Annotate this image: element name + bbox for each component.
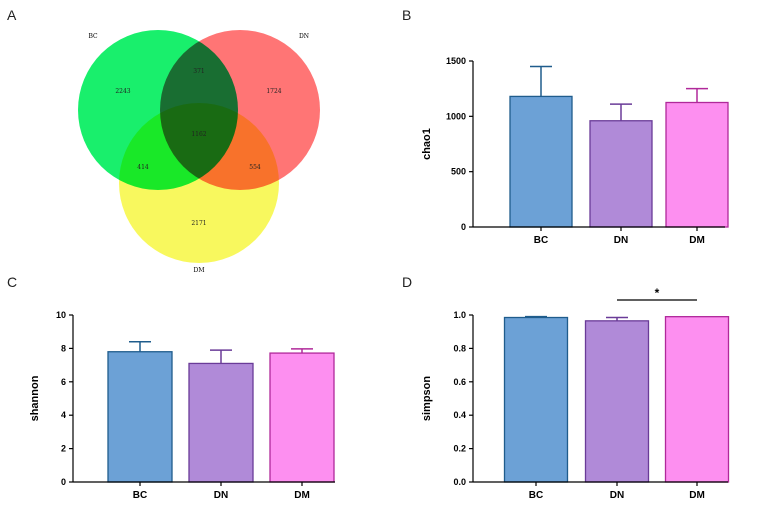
x-tick-label-dm: DM	[689, 235, 705, 246]
bar-chart-chao1: BC DN DM 0 500 1000 1500 chao1	[421, 56, 729, 246]
venn-set-label-dn: DN	[299, 33, 309, 40]
y-tick-label: 1500	[446, 56, 466, 66]
venn-count-dn-dm: 554	[249, 164, 261, 171]
x-tick-label-dn: DN	[614, 235, 628, 246]
x-tick-label-dm: DM	[689, 490, 705, 501]
y-tick-label: 2	[61, 444, 66, 454]
bar-bc	[509, 95, 573, 228]
y-tick-label: 0.6	[453, 377, 466, 387]
bar-bc	[503, 316, 569, 483]
y-tick-label: 8	[61, 343, 66, 353]
y-tick-label: 6	[61, 377, 66, 387]
venn-count-dm-only: 2171	[191, 220, 206, 227]
venn-count-bc-only: 2243	[115, 88, 130, 95]
y-tick-label: 10	[56, 310, 66, 320]
x-tick-label-dn: DN	[214, 490, 228, 501]
y-axis-label: simpson	[421, 376, 433, 422]
bar-dn	[188, 362, 254, 483]
y-tick-label: 4	[61, 410, 66, 420]
significance-label: *	[655, 286, 660, 300]
y-tick-label: 1000	[446, 111, 466, 121]
venn-circle-dm	[119, 103, 279, 263]
y-tick-label: 0.2	[453, 444, 466, 454]
bar-chart-simpson: BC DN DM 0.0 0.2 0.4 0.6 0.8 1.0 simpson *	[421, 286, 730, 501]
panel-label-c: C	[7, 274, 17, 290]
y-tick-label: 0	[61, 477, 66, 487]
y-axis-label: chao1	[421, 128, 433, 160]
bar-dn	[584, 320, 650, 483]
bar-chart-shannon: BC DN DM 0 2 4 6 8 10 shannon	[29, 310, 335, 501]
bar-dm	[664, 316, 730, 483]
y-tick-label: 0	[461, 222, 466, 232]
y-tick-label: 0.0	[453, 477, 466, 487]
panel-label-a: A	[7, 7, 17, 23]
panel-label-b: B	[402, 7, 411, 23]
venn-set-label-bc: BC	[88, 33, 98, 40]
venn-count-all: 1162	[191, 131, 206, 138]
y-tick-label: 500	[451, 167, 466, 177]
y-tick-label: 1.0	[453, 310, 466, 320]
venn-count-bc-dn: 371	[193, 68, 204, 75]
venn-diagram: BC DN DM 2243 1724 2171 371 414 554 1162	[78, 30, 320, 274]
panel-label-d: D	[402, 274, 412, 290]
x-tick-label-dm: DM	[294, 490, 310, 501]
x-tick-label-bc: BC	[529, 490, 543, 501]
y-axis-label: shannon	[29, 375, 41, 421]
bar-bc	[107, 351, 173, 483]
x-tick-label-dn: DN	[610, 490, 624, 501]
x-tick-label-bc: BC	[534, 235, 548, 246]
venn-count-bc-dm: 414	[137, 164, 149, 171]
bar-dm	[665, 101, 729, 228]
venn-count-dn-only: 1724	[266, 88, 281, 95]
venn-set-label-dm: DM	[194, 267, 205, 274]
y-tick-label: 0.4	[453, 410, 466, 420]
bar-dn	[589, 120, 653, 228]
x-tick-label-bc: BC	[133, 490, 147, 501]
y-tick-label: 0.8	[453, 343, 466, 353]
bar-dm	[269, 352, 335, 483]
